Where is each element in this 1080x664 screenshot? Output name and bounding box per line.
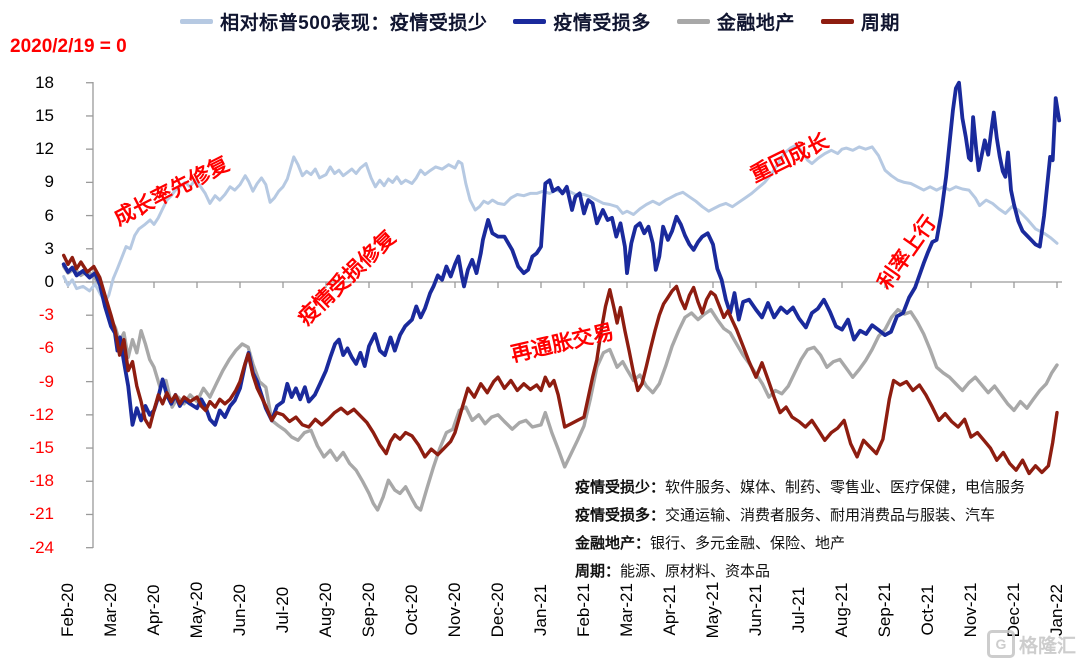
- watermark: G 格隆汇: [986, 630, 1076, 658]
- footnote-line: 疫情受损多：交通运输、消费者服务、耐用消费品与服装、汽车: [575, 502, 1025, 530]
- x-tick-label: Sep-21: [875, 582, 894, 638]
- y-tick-label: 18: [35, 72, 54, 92]
- baseline-note: 2020/2/19 = 0: [10, 36, 127, 57]
- footnote-line: 金融地产：银行、多元金融、保险、地产: [575, 530, 1025, 558]
- x-tick-label: Mar-20: [101, 583, 120, 637]
- x-tick-label: Dec-20: [488, 582, 507, 638]
- legend-item-1: 疫情受损多: [513, 8, 651, 35]
- legend-swatch-icon: [513, 19, 547, 24]
- x-tick-label: Oct-21: [918, 584, 937, 636]
- footnote-line: 周期：能源、原材料、资本品: [575, 558, 1025, 586]
- x-tick-label: Sep-20: [359, 582, 378, 638]
- category-footnotes: 疫情受损少：软件服务、媒体、制药、零售业、医疗保健，电信服务 疫情受损多：交通运输…: [575, 474, 1025, 586]
- legend-label: 周期: [860, 13, 900, 34]
- y-tick-label: -3: [38, 305, 54, 325]
- footnote-label: 疫情受损多：: [575, 507, 666, 524]
- x-tick-label: Jul-20: [273, 586, 292, 634]
- footnote-label: 疫情受损少：: [575, 479, 666, 496]
- x-tick-label: Mar-21: [617, 583, 636, 637]
- x-tick-label: Jan-21: [531, 584, 550, 636]
- x-tick-label: Jun-20: [230, 584, 249, 636]
- chart-legend: 相对标普500表现：疫情受损少 疫情受损多 金融地产 周期: [0, 8, 1080, 35]
- legend-swatch-icon: [820, 19, 854, 24]
- footnote-text: 交通运输、消费者服务、耐用消费品与服装、汽车: [665, 507, 996, 524]
- legend-swatch-icon: [180, 19, 214, 24]
- y-tick-label: 0: [44, 272, 54, 291]
- y-tick-label: -6: [38, 338, 54, 358]
- legend-item-0: 相对标普500表现：疫情受损少: [180, 8, 487, 35]
- legend-item-3: 周期: [820, 8, 900, 35]
- legend-label: 相对标普500表现：疫情受损少: [220, 13, 488, 34]
- x-tick-label: Jan-22: [1047, 584, 1066, 636]
- y-tick-label: -21: [29, 504, 54, 524]
- footnote-text: 能源、原材料、资本品: [620, 563, 771, 580]
- y-tick-label: 3: [44, 238, 54, 258]
- x-tick-label: Aug-21: [832, 582, 851, 638]
- watermark-logo-icon: G: [986, 630, 1015, 658]
- x-tick-label: Apr-21: [660, 584, 679, 636]
- x-tick-label: May-20: [187, 581, 206, 639]
- y-tick-label: -9: [38, 371, 54, 391]
- footnote-label: 周期：: [575, 563, 621, 580]
- y-tick-label: 6: [44, 205, 54, 225]
- watermark-text: 格隆汇: [1018, 635, 1076, 657]
- series-line-2: [61, 80, 1062, 427]
- y-tick-label: 12: [35, 139, 54, 159]
- x-tick-label: Feb-20: [58, 583, 77, 637]
- x-tick-label: Jul-21: [789, 586, 808, 634]
- series-line-0: [62, 143, 1059, 304]
- legend-item-2: 金融地产: [676, 8, 795, 35]
- footnote-text: 软件服务、媒体、制药、零售业、医疗保健，电信服务: [665, 479, 1026, 496]
- x-tick-label: Nov-20: [445, 582, 464, 638]
- legend-swatch-icon: [676, 19, 710, 24]
- footnote-text: 银行、多元金融、保险、地产: [650, 535, 846, 552]
- x-tick-label: Apr-20: [144, 584, 163, 636]
- x-tick-label: Jun-21: [746, 584, 765, 636]
- footnote-line: 疫情受损少：软件服务、媒体、制药、零售业、医疗保健，电信服务: [575, 474, 1025, 502]
- y-tick-label: -24: [29, 537, 54, 557]
- y-tick-label: 15: [35, 105, 54, 125]
- x-tick-label: Aug-20: [316, 582, 335, 638]
- y-tick-label: -12: [29, 404, 54, 424]
- legend-label: 金融地产: [716, 13, 795, 34]
- x-tick-label: Oct-20: [402, 584, 421, 636]
- x-tick-label: Feb-21: [574, 583, 593, 637]
- x-tick-label: May-21: [703, 581, 722, 639]
- footnote-label: 金融地产：: [575, 535, 651, 552]
- series-line-3: [62, 253, 1059, 476]
- y-tick-label: -18: [29, 471, 54, 491]
- legend-label: 疫情受损多: [553, 13, 651, 34]
- y-tick-label: -15: [29, 438, 54, 458]
- x-tick-label: Nov-21: [961, 582, 980, 638]
- y-tick-label: 9: [44, 172, 54, 192]
- series-line-1: [62, 264, 1059, 512]
